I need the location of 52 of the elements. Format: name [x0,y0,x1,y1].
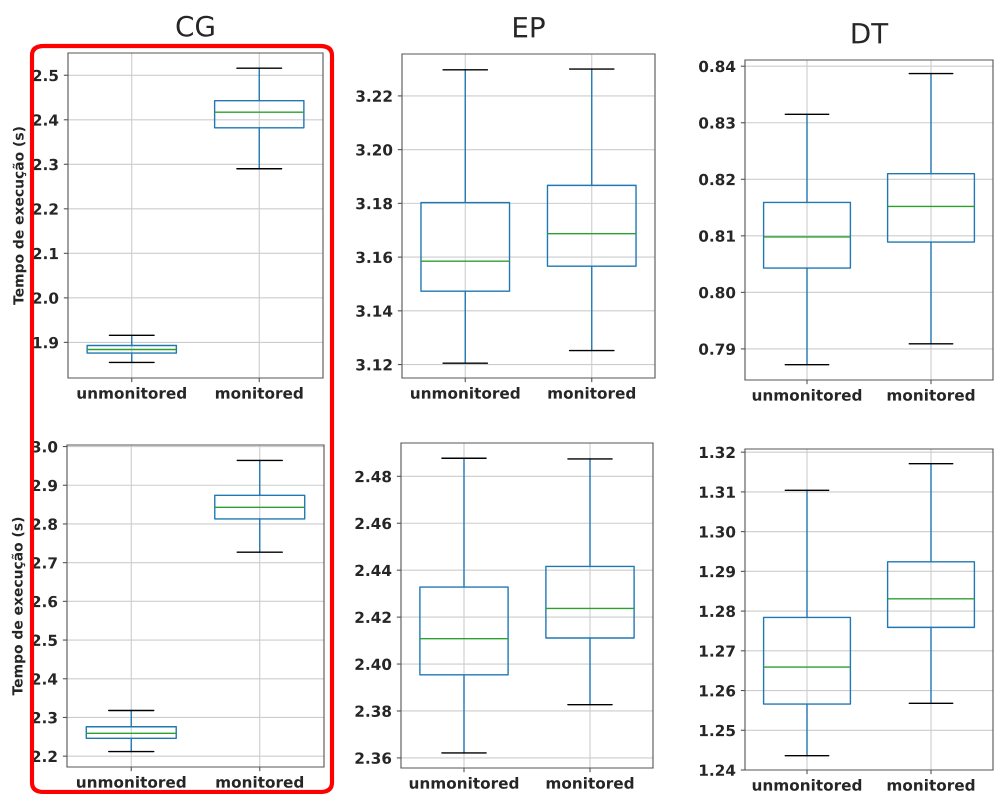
x-tick-label: unmonitored [752,779,862,791]
y-tick-label: 1.32 [700,446,735,458]
y-axis-title: Tempo de execução (s) [12,518,26,696]
chart-title: EP [514,17,545,38]
y-axis-title: Tempo de execução (s) [12,127,26,305]
x-tick-label: unmonitored [77,387,186,399]
y-tick-label: 2.2 [33,203,58,215]
y-tick-label: 0.83 [699,117,735,129]
y-tick-label: 2.5 [33,70,58,82]
y-tick-label: 2.4 [33,114,58,126]
chart-title: DT [852,23,888,44]
y-tick-label: 0.80 [699,286,736,298]
y-tick-label: 3.14 [356,305,392,317]
y-tick-label: 2.46 [355,518,392,530]
y-tick-label: 1.27 [700,645,735,657]
x-tick-label: monitored [546,777,634,789]
y-tick-label: 3.20 [356,144,392,156]
y-tick-label: 3.22 [356,90,392,102]
y-tick-label: 2.1 [33,248,58,260]
y-tick-label: 2.48 [355,470,392,482]
x-tick-label: unmonitored [752,389,862,401]
y-tick-label: 3.16 [356,252,392,264]
x-tick-label: monitored [548,387,636,399]
y-tick-label: 2.38 [355,705,392,717]
x-tick-label: monitored [216,387,303,399]
y-tick-label: 0.84 [699,60,736,72]
y-tick-label: 1.29 [700,566,735,578]
y-tick-label: 1.25 [700,724,735,736]
x-tick-label: monitored [888,779,974,791]
x-tick-label: unmonitored [410,777,518,789]
y-tick-label: 1.24 [700,764,736,776]
y-tick-label: 1.31 [700,486,735,498]
x-tick-label: monitored [216,776,304,788]
y-tick-label: 2.0 [33,292,58,304]
y-tick-label: 0.81 [699,230,735,242]
x-tick-label: unmonitored [410,387,520,399]
y-tick-label: 3.12 [356,359,392,371]
y-tick-label: 2.40 [355,658,392,670]
y-tick-label: 1.26 [700,685,736,697]
chart-title: CG [176,16,214,37]
y-tick-label: 2.42 [355,612,391,623]
x-tick-label: monitored [888,389,974,401]
y-tick-label: 3.18 [356,198,392,210]
y-tick-label: 1.30 [700,526,736,538]
y-tick-label: 0.79 [699,343,735,355]
y-tick-label: 2.3 [33,158,58,170]
y-tick-label: 2.36 [355,752,392,764]
y-tick-label: 2.44 [355,564,392,576]
y-tick-label: 0.82 [699,174,735,186]
x-tick-label: unmonitored [76,776,186,788]
y-tick-label: 1.28 [700,606,736,618]
y-tick-label: 1.9 [34,336,58,348]
